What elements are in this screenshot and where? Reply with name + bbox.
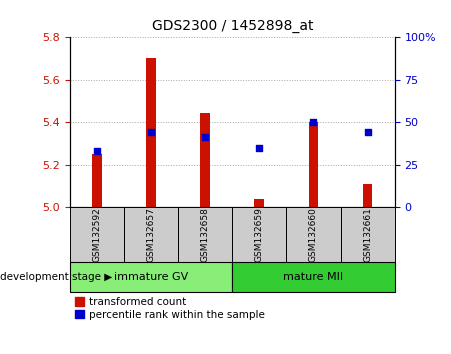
- Point: [93, 148, 101, 154]
- Bar: [124, 207, 178, 262]
- Bar: [70, 262, 232, 292]
- Title: GDS2300 / 1452898_at: GDS2300 / 1452898_at: [152, 19, 313, 33]
- Legend: transformed count, percentile rank within the sample: transformed count, percentile rank withi…: [75, 297, 265, 320]
- Text: GSM132592: GSM132592: [92, 207, 101, 262]
- Point: [202, 135, 209, 140]
- Bar: [92, 154, 102, 207]
- Text: GSM132661: GSM132661: [363, 207, 372, 262]
- Point: [310, 119, 317, 125]
- Bar: [232, 262, 395, 292]
- Bar: [363, 184, 373, 207]
- Text: GSM132660: GSM132660: [309, 207, 318, 262]
- Text: immature GV: immature GV: [114, 272, 188, 282]
- Bar: [308, 122, 318, 207]
- Text: GSM132657: GSM132657: [147, 207, 156, 262]
- Text: development stage ▶: development stage ▶: [0, 272, 112, 282]
- Bar: [146, 58, 156, 207]
- Text: GSM132658: GSM132658: [201, 207, 210, 262]
- Bar: [178, 207, 232, 262]
- Text: mature MII: mature MII: [283, 272, 344, 282]
- Bar: [70, 207, 124, 262]
- Bar: [286, 207, 341, 262]
- Bar: [200, 113, 210, 207]
- Point: [364, 130, 371, 135]
- Bar: [341, 207, 395, 262]
- Point: [256, 145, 263, 150]
- Point: [147, 130, 155, 135]
- Text: GSM132659: GSM132659: [255, 207, 264, 262]
- Bar: [232, 207, 286, 262]
- Bar: [254, 199, 264, 207]
